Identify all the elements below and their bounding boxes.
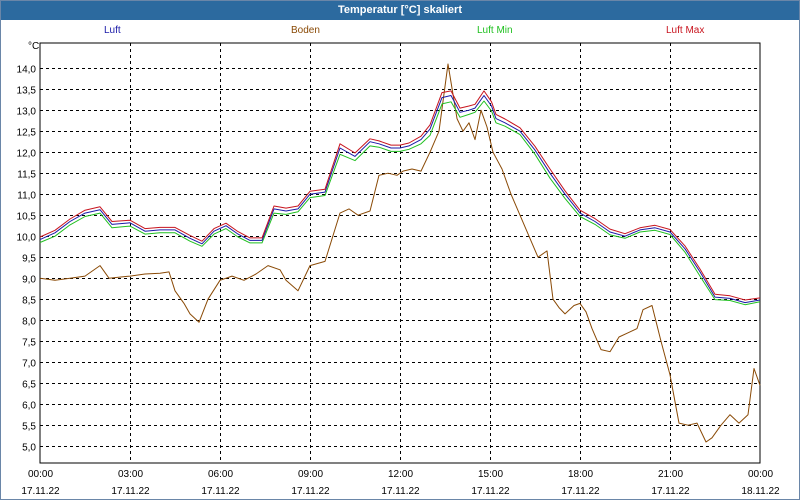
y-tick-label: 9,5 <box>22 254 36 265</box>
x-tick-time: 09:00 <box>298 469 323 480</box>
x-tick-time: 21:00 <box>658 469 683 480</box>
legend-luft-min: Luft Min <box>477 25 513 36</box>
y-tick-label: 13,0 <box>17 107 37 118</box>
x-tick-date: 17.11.22 <box>561 486 600 497</box>
x-tick-time: 00:00 <box>28 469 53 480</box>
y-tick-label: 10,0 <box>17 233 37 244</box>
x-tick-date: 17.11.22 <box>201 486 240 497</box>
y-tick-label: 7,0 <box>22 359 36 370</box>
x-tick-date: 17.11.22 <box>651 486 690 497</box>
legend-luft-max: Luft Max <box>666 25 705 36</box>
y-tick-label: 13,5 <box>17 86 37 97</box>
y-tick-label: 9,0 <box>22 275 36 286</box>
series-luft-max-line <box>39 90 761 301</box>
x-tick-time: 03:00 <box>118 469 143 480</box>
y-tick-label: 5,5 <box>22 422 36 433</box>
y-tick-label: 12,5 <box>17 128 37 139</box>
y-axis-unit: °C <box>28 41 39 52</box>
series-luft-line <box>39 95 761 304</box>
x-tick-time: 18:00 <box>568 469 593 480</box>
y-tick-label: 7,5 <box>22 338 36 349</box>
x-tick-date: 17.11.22 <box>21 486 60 497</box>
y-tick-label: 12,0 <box>17 149 37 160</box>
y-tick-label: 11,0 <box>17 191 36 202</box>
y-tick-label: 6,5 <box>22 380 36 391</box>
x-tick-time: 15:00 <box>478 469 503 480</box>
x-tick-time: 12:00 <box>388 469 413 480</box>
y-tick-label: 11,5 <box>17 170 36 181</box>
y-tick-label: 5,0 <box>22 443 36 454</box>
x-tick-date: 17.11.22 <box>291 486 330 497</box>
series-boden-line <box>39 63 761 443</box>
x-tick-date: 18.11.22 <box>741 486 780 497</box>
y-tick-label: 8,0 <box>22 317 36 328</box>
series-luft-min-line <box>39 100 761 306</box>
x-tick-date: 17.11.22 <box>111 486 150 497</box>
legend-boden: Boden <box>291 25 320 36</box>
x-tick-date: 17.11.22 <box>471 486 510 497</box>
y-tick-label: 6,0 <box>22 401 36 412</box>
x-tick-time: 00:00 <box>748 469 773 480</box>
legend-luft: Luft <box>104 25 121 36</box>
x-tick-date: 17.11.22 <box>381 486 420 497</box>
y-tick-label: 10,5 <box>17 212 37 223</box>
y-tick-label: 8,5 <box>22 296 36 307</box>
chart-title: Temperatur [°C] skaliert <box>1 1 799 20</box>
y-tick-label: 14,0 <box>17 65 37 76</box>
x-tick-time: 06:00 <box>208 469 233 480</box>
